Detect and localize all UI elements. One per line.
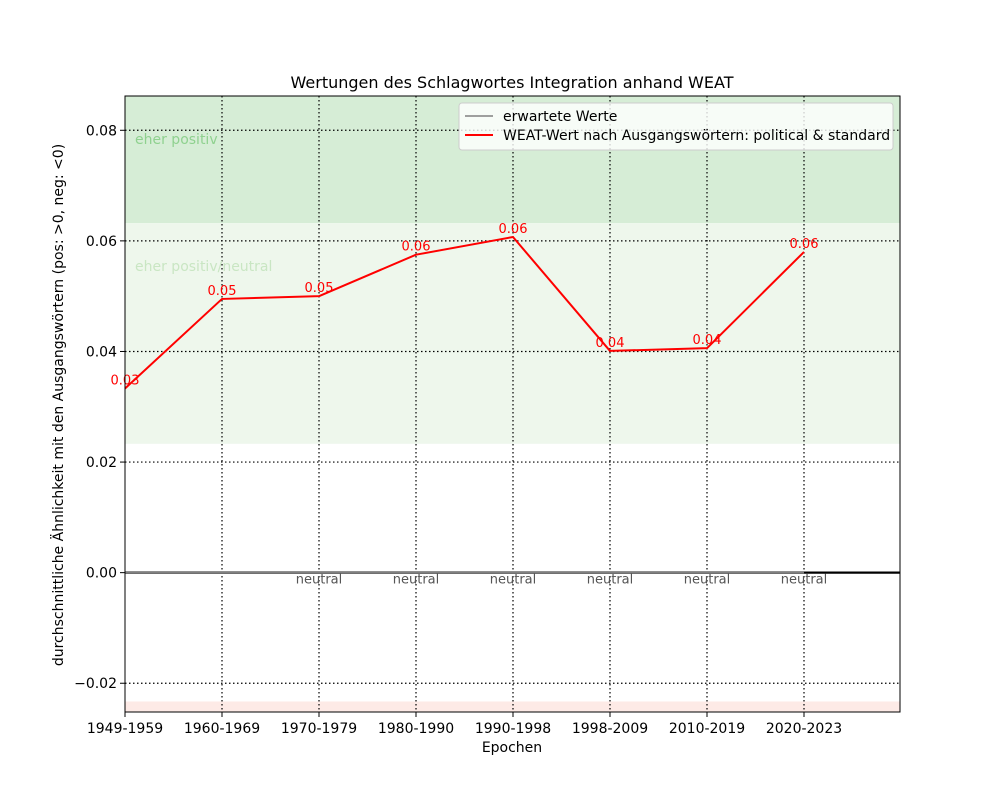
band-label-1: eher positiv/neutral (135, 259, 272, 275)
x-axis-label: Epochen (482, 740, 542, 756)
x-tick-label: 1970-1979 (281, 721, 357, 737)
data-label: 0.05 (208, 284, 237, 299)
x-tick-label: 2010-2019 (669, 721, 745, 737)
data-label: 0.06 (499, 222, 528, 237)
legend: erwartete Werte WEAT-Wert nach Ausgangsw… (458, 102, 894, 151)
neutral-label: neutral (490, 573, 537, 588)
neutral-label: neutral (781, 573, 828, 588)
x-tick-label: 1998-2009 (572, 721, 648, 737)
y-tick-label: 0.02 (86, 455, 117, 471)
neutral-label: neutral (587, 573, 634, 588)
y-tick-label: 0.04 (86, 344, 117, 360)
y-tick-label: −0.02 (74, 676, 117, 692)
x-tick-label: 1960-1969 (184, 721, 260, 737)
data-label: 0.04 (693, 333, 722, 348)
y-tick-label: 0.06 (86, 234, 117, 250)
x-tick-label: 1949-1959 (87, 721, 163, 737)
band-2 (125, 701, 900, 712)
band-label-0: eher positiv (135, 132, 218, 148)
data-label: 0.06 (402, 240, 431, 255)
legend-entry-expected: erwartete Werte (503, 109, 617, 125)
data-label: 0.06 (790, 237, 819, 252)
chart-title: Wertungen des Schlagwortes Integration a… (291, 73, 734, 92)
x-tick-label: 1990-1998 (475, 721, 551, 737)
legend-entry-weat: WEAT-Wert nach Ausgangswörtern: politica… (503, 128, 890, 144)
x-tick-label: 1980-1990 (378, 721, 454, 737)
y-tick-label: 0.00 (86, 566, 117, 582)
x-tick-label: 2020-2023 (766, 721, 842, 737)
x-axis-ticks: 1949-1959 1960-1969 1970-1979 1980-1990 1990… (87, 712, 842, 737)
legend-box (458, 102, 894, 151)
neutral-label: neutral (684, 573, 731, 588)
y-axis-label: durchschnittliche Ähnlichkeit mit den Au… (49, 144, 67, 666)
band-labels: eher positiv eher positiv/neutral (135, 132, 272, 275)
neutral-labels: neutral neutral neutral neutral neutral neutr… (296, 573, 828, 588)
data-label: 0.05 (305, 281, 334, 296)
series-lines (124, 236, 805, 574)
data-label: 0.04 (596, 336, 625, 351)
series-line-1 (124, 236, 805, 390)
neutral-label: neutral (393, 573, 440, 588)
y-tick-label: 0.08 (86, 123, 117, 139)
y-axis-ticks: −0.02 0.00 0.02 0.04 0.06 0.08 (74, 123, 125, 692)
neutral-label: neutral (296, 573, 343, 588)
